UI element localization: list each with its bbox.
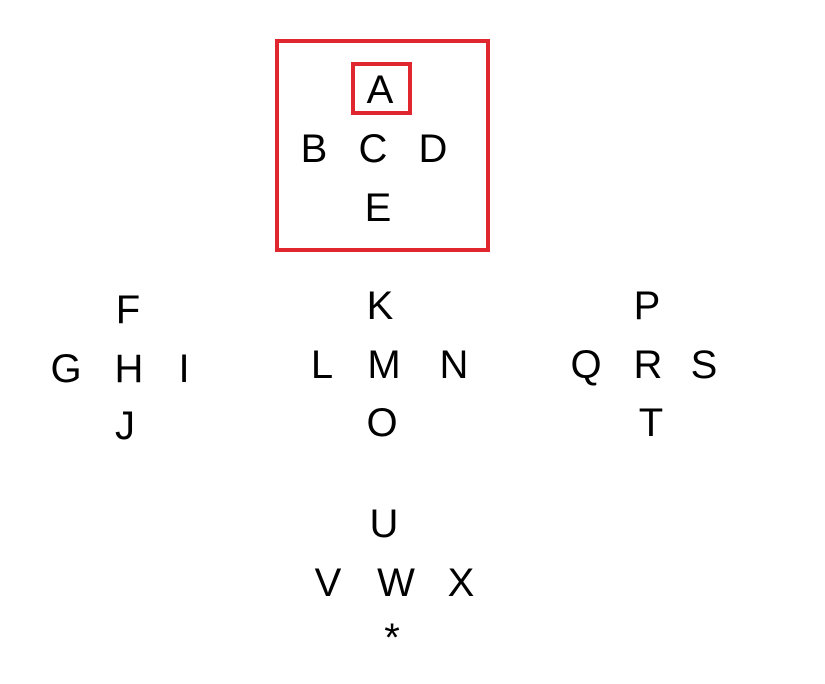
letter-m[interactable]: M [367, 343, 401, 387]
letter-n[interactable]: N [439, 343, 469, 387]
letter-s[interactable]: S [690, 343, 718, 387]
letter-u[interactable]: U [369, 502, 399, 546]
letter-j[interactable]: J [115, 404, 135, 448]
letter-i[interactable]: I [178, 347, 190, 391]
letter-x[interactable]: X [447, 561, 475, 605]
letter-a[interactable]: A [366, 68, 394, 112]
letter-h[interactable]: H [114, 347, 144, 391]
letter-g[interactable]: G [50, 347, 82, 391]
letter-f[interactable]: F [115, 288, 141, 332]
letter-d[interactable]: D [418, 127, 448, 171]
letter-b[interactable]: B [300, 127, 328, 171]
letter-c[interactable]: C [358, 127, 388, 171]
letter-v[interactable]: V [314, 561, 342, 605]
letter-p[interactable]: P [633, 284, 661, 328]
asterisk-key[interactable]: * [384, 616, 400, 660]
letter-o[interactable]: O [366, 401, 398, 445]
letter-q[interactable]: Q [570, 343, 602, 387]
letter-l[interactable]: L [310, 343, 334, 387]
letter-w[interactable]: W [377, 561, 415, 605]
letter-t[interactable]: T [638, 401, 664, 445]
letter-r[interactable]: R [633, 343, 663, 387]
letter-k[interactable]: K [366, 284, 394, 328]
letter-e[interactable]: E [364, 186, 392, 230]
